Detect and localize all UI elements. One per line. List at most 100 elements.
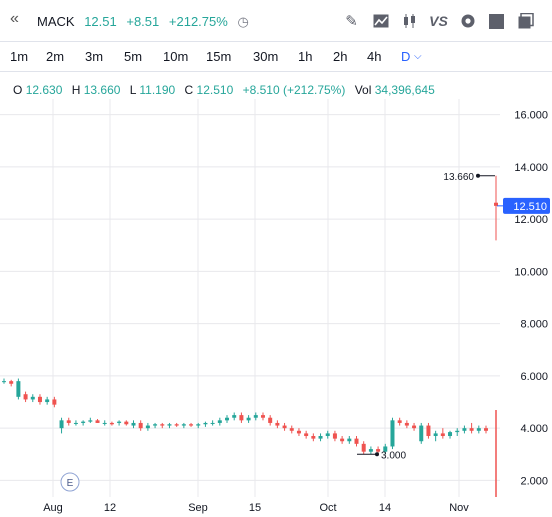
interval-2h[interactable]: 2h: [333, 49, 348, 64]
candle-body: [311, 436, 316, 439]
candle-body: [16, 381, 21, 397]
double-chevron-left-icon[interactable]: «: [10, 10, 19, 27]
candle-body: [9, 381, 14, 384]
copy-icon[interactable]: [511, 10, 540, 32]
x-tick-label: Sep: [188, 502, 208, 514]
candle-body: [239, 415, 244, 421]
candle-body: [469, 428, 474, 431]
chevron-down-icon[interactable]: ⌵: [414, 51, 422, 62]
candles-icon[interactable]: [395, 10, 424, 32]
candle-body: [419, 425, 424, 442]
candle-body: [318, 436, 323, 439]
candle-body: [296, 430, 301, 434]
candle-body: [282, 425, 287, 429]
low-label: L: [129, 83, 137, 97]
candle-body: [45, 399, 50, 403]
x-tick-label: Nov: [449, 502, 469, 514]
earnings-event-icon[interactable]: [60, 472, 80, 492]
y-tick-label: 8.000: [520, 319, 548, 331]
square-icon[interactable]: [482, 10, 511, 32]
symbol-name[interactable]: MACK: [37, 14, 75, 29]
candle-body: [117, 421, 122, 423]
symbol-summary: MACK 12.51 +8.51 +212.75% ◷: [37, 14, 249, 30]
candle-body: [210, 422, 215, 424]
candle-body: [462, 428, 467, 431]
candle-body: [102, 422, 107, 424]
low-marker-label: 3.000: [381, 450, 406, 461]
candle-body: [52, 399, 57, 405]
candle-body: [404, 422, 409, 426]
high-value: 13.660: [83, 83, 121, 97]
y-tick-label: 16.000: [514, 110, 548, 122]
y-tick-label: 2.000: [520, 475, 548, 487]
candle-body: [361, 443, 366, 452]
x-tick-label: Aug: [43, 502, 63, 514]
candle-body: [484, 428, 488, 431]
interval-3m[interactable]: 3m: [85, 49, 104, 64]
interval-1h[interactable]: 1h: [298, 49, 313, 64]
candle-body: [232, 415, 237, 418]
candle-body: [268, 417, 273, 423]
interval-D[interactable]: D: [401, 49, 411, 64]
high-marker-label: 13.660: [443, 172, 474, 183]
candle-body: [23, 394, 28, 400]
interval-4h[interactable]: 4h: [367, 49, 382, 64]
candle-body: [138, 422, 143, 429]
last-price-label: 12.510: [513, 201, 547, 213]
x-tick-label: 14: [379, 502, 391, 514]
interval-30m[interactable]: 30m: [253, 49, 279, 64]
clock-icon[interactable]: ◷: [237, 14, 249, 29]
candle-body: [217, 420, 222, 423]
candle-body: [203, 422, 208, 425]
toolbar-icons: ✎ VS: [337, 10, 540, 32]
earnings-event-label: E: [67, 478, 74, 489]
interval-1m[interactable]: 1m: [10, 49, 29, 64]
low-marker-dot: [375, 452, 379, 457]
candle-body: [340, 438, 345, 442]
open-label: O: [13, 83, 23, 97]
candle-body: [181, 424, 186, 426]
candle-body: [81, 421, 86, 423]
candle-body: [59, 420, 64, 429]
last-price: 12.51: [84, 14, 117, 29]
candle-body: [109, 422, 114, 425]
interval-15m[interactable]: 15m: [206, 49, 232, 64]
line-chart-icon[interactable]: [366, 10, 395, 32]
candle-body: [368, 449, 373, 452]
y-tick-label: 10.000: [514, 266, 548, 278]
interval-5m[interactable]: 5m: [124, 49, 143, 64]
candle-body: [153, 424, 158, 426]
candle-body: [145, 425, 150, 429]
open-value: 12.630: [25, 83, 63, 97]
candle-body: [37, 396, 42, 403]
candle-body: [167, 424, 172, 426]
candle-body: [260, 415, 265, 418]
candle-body: [332, 433, 337, 439]
y-tick-label: 4.000: [520, 423, 548, 435]
candle-body: [174, 424, 179, 426]
gear-icon[interactable]: [453, 10, 482, 32]
candle-body: [376, 449, 381, 452]
high-label: H: [71, 83, 81, 97]
candle-body: [433, 433, 438, 437]
symbol-header: « MACK 12.51 +8.51 +212.75% ◷ ✎ VS: [0, 0, 552, 42]
interval-2m[interactable]: 2m: [46, 49, 65, 64]
candle-body: [289, 428, 294, 431]
price-change: +8.51: [126, 14, 160, 29]
candle-body: [225, 417, 230, 421]
candle-body: [2, 381, 6, 383]
high-marker-dot: [476, 173, 480, 178]
candle-body: [253, 415, 258, 418]
candle-body: [426, 425, 431, 437]
interval-10m[interactable]: 10m: [163, 49, 189, 64]
candle-body: [88, 420, 93, 422]
vs-icon[interactable]: VS: [429, 13, 448, 29]
candle-body: [448, 432, 453, 437]
candle-body: [189, 424, 194, 426]
candle-body: [95, 420, 100, 423]
candle-body: [66, 420, 71, 423]
price-change-percent: +212.75%: [168, 14, 228, 29]
candle-body: [440, 433, 445, 437]
pencil-icon[interactable]: ✎: [345, 13, 358, 30]
